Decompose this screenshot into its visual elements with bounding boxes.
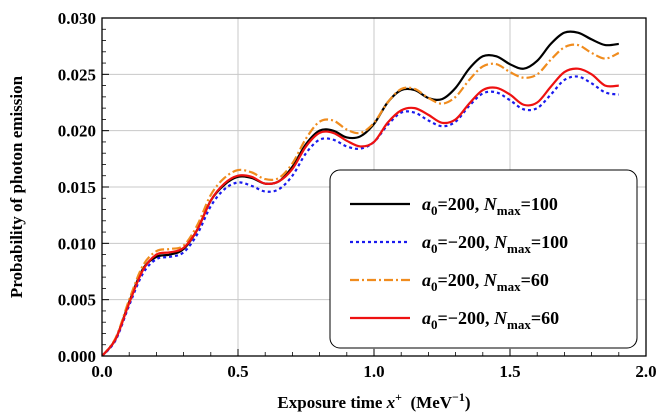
series-layer	[102, 30, 620, 356]
legend-text-part: =−200,	[438, 308, 495, 328]
legend-text-part: max	[507, 317, 531, 332]
legend-text-part: a	[422, 232, 431, 252]
axis-ticks: 0.0 0.5 1.0 1.5 2.0 0.000 0.005 0.010 0.015 0.020…	[58, 9, 657, 381]
x-tick-label: 1.0	[363, 362, 384, 381]
legend-text-part: 0	[431, 241, 438, 256]
legend-text-part: =60	[521, 270, 549, 290]
legend-text-part: N	[493, 232, 508, 252]
legend-text-part: 0	[431, 279, 438, 294]
y-tick-label: 0.025	[58, 65, 96, 84]
legend-text-part: N	[483, 194, 498, 214]
x-tick-label: 0.0	[91, 362, 112, 381]
legend-entry: a0=−200, Nmax=60	[422, 308, 559, 332]
x-axis-label-var: x	[386, 393, 396, 412]
legend-text-part: 0	[431, 203, 438, 218]
x-axis-label: Exposure time x+ (MeV−1)	[277, 390, 470, 412]
legend-text-part: a	[422, 270, 431, 290]
x-tick-label: 0.5	[227, 362, 248, 381]
x-axis-label-unit-exp: −1	[452, 390, 465, 404]
legend-text-part: max	[497, 203, 521, 218]
legend-box	[329, 169, 638, 349]
y-axis-label: Probability of photon emission	[7, 75, 26, 298]
legend-text-part: =200,	[438, 194, 484, 214]
y-tick-label: 0.005	[58, 291, 96, 310]
legend-text-part: N	[493, 308, 508, 328]
y-tick-label: 0.020	[58, 122, 96, 141]
y-tick-label: 0.030	[58, 9, 96, 28]
legend-text-part: a	[422, 308, 431, 328]
legend-text-part: =100	[531, 232, 568, 252]
y-tick-label: 0.010	[58, 234, 96, 253]
legend-text-part: =−200,	[438, 232, 495, 252]
legend-text-part: N	[483, 270, 498, 290]
x-axis-label-close: )	[465, 393, 471, 412]
series-line-2	[102, 43, 620, 356]
legend-text-part: max	[497, 279, 521, 294]
y-tick-label: 0.000	[58, 347, 96, 366]
x-tick-label: 1.5	[499, 362, 520, 381]
legend-entry: a0=−200, Nmax=100	[422, 232, 568, 256]
x-axis-label-text: Exposure time	[277, 393, 386, 412]
legend-text-part: 0	[431, 317, 438, 332]
x-axis-label-unit: (MeV	[402, 393, 453, 412]
legend-text-part: a	[422, 194, 431, 214]
y-tick-label: 0.015	[58, 178, 96, 197]
legend-text-part: =100	[521, 194, 558, 214]
x-tick-label: 2.0	[635, 362, 656, 381]
legend-text-part: =200,	[438, 270, 484, 290]
legend-text-part: max	[507, 241, 531, 256]
series-line-3	[102, 67, 619, 356]
legend-text-part: =60	[531, 308, 559, 328]
legend-entry: a0=200, Nmax=60	[422, 270, 549, 294]
legend-entry: a0=200, Nmax=100	[422, 194, 558, 218]
x-axis-label-sup: +	[395, 390, 402, 404]
